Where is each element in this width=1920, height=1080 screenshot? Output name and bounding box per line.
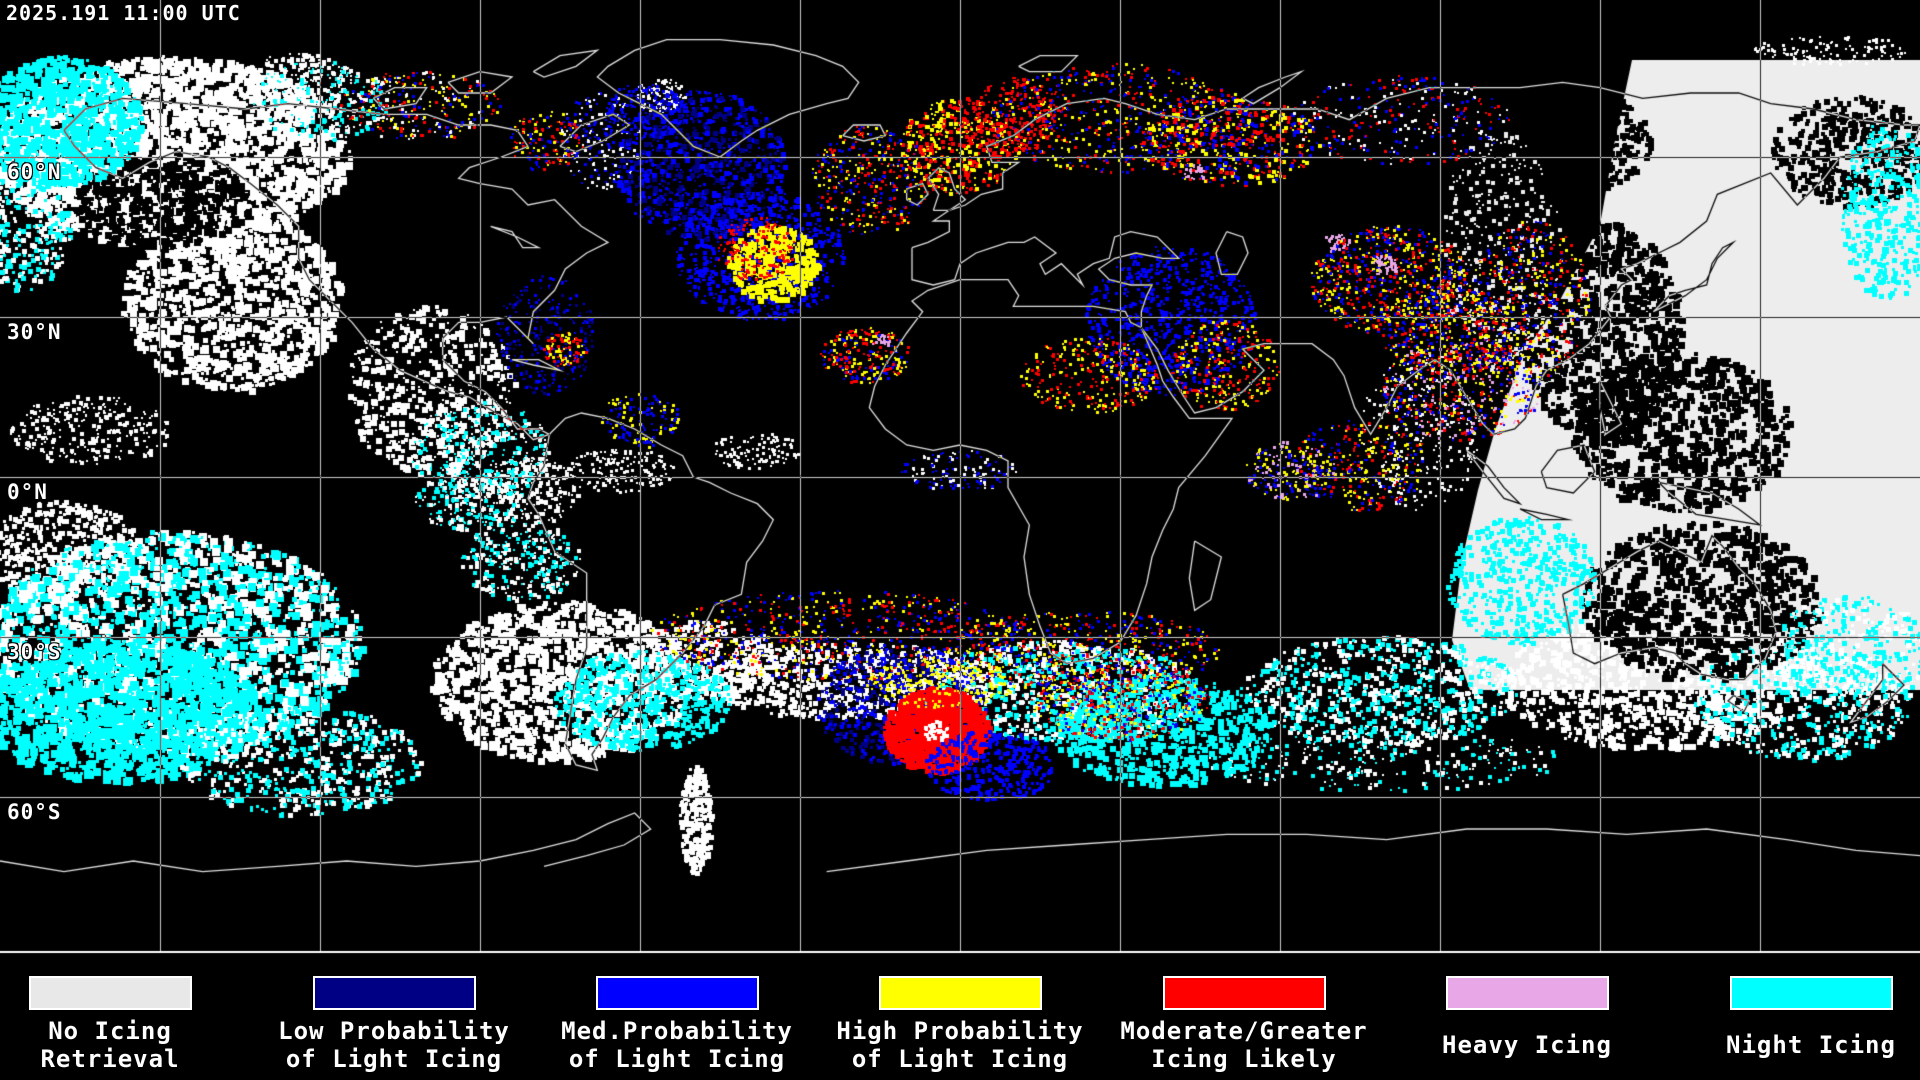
legend-label: Night Icing xyxy=(1726,1031,1896,1059)
legend-item-high-probability: High Probability of Light Icing xyxy=(823,976,1097,1073)
legend-label: Med.Probability of Light Icing xyxy=(561,1017,793,1073)
legend-swatch-moderate-greater xyxy=(1162,976,1326,1010)
legend-label: Low Probability of Light Icing xyxy=(278,1017,510,1073)
latitude-label-30s: 30°S xyxy=(7,640,62,664)
legend-swatch-med-probability xyxy=(595,976,759,1010)
latitude-label-0n: 0°N xyxy=(7,480,48,504)
legend-item-heavy-icing: Heavy Icing xyxy=(1390,976,1664,1073)
legend-item-low-probability: Low Probability of Light Icing xyxy=(257,976,531,1073)
legend-item-night-icing: Night Icing xyxy=(1674,976,1920,1073)
legend-item-moderate-greater: Moderate/Greater Icing Likely xyxy=(1107,976,1381,1073)
legend-swatch-heavy-icing xyxy=(1445,976,1609,1010)
legend-swatch-no-icing-retrieval xyxy=(28,976,192,1010)
legend-label: High Probability of Light Icing xyxy=(836,1017,1084,1073)
legend-swatch-high-probability xyxy=(878,976,1042,1010)
product-timestamp: 2025.191 11:00 UTC xyxy=(6,1,241,25)
legend-label: Heavy Icing xyxy=(1442,1031,1612,1059)
latitude-label-30n: 30°N xyxy=(7,320,62,344)
legend-swatch-low-probability xyxy=(312,976,476,1010)
latitude-label-60n: 60°N xyxy=(7,160,62,184)
legend-item-no-icing-retrieval: No Icing Retrieval xyxy=(0,976,247,1073)
latitude-label-60s: 60°S xyxy=(7,800,62,824)
legend-label: No Icing Retrieval xyxy=(40,1017,180,1073)
legend-swatch-night-icing xyxy=(1729,976,1893,1010)
legend-label: Moderate/Greater Icing Likely xyxy=(1120,1017,1368,1073)
legend-item-med-probability: Med.Probability of Light Icing xyxy=(540,976,814,1073)
